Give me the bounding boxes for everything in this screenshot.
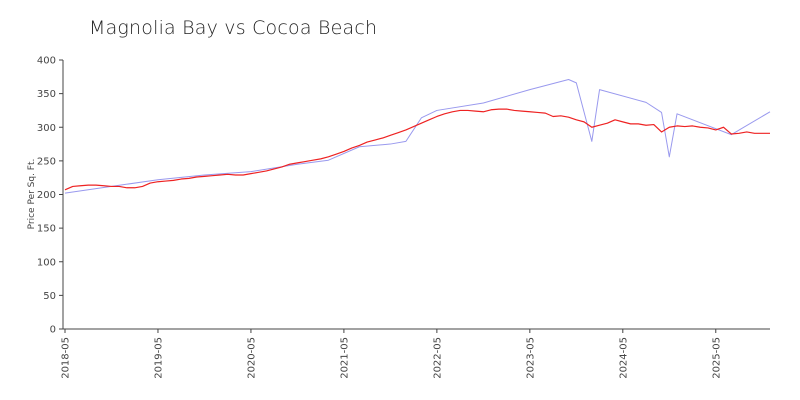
series-line-red	[64, 108, 770, 191]
x-tick-label: 2020-05	[246, 337, 257, 379]
y-tick-label: 300	[37, 123, 56, 134]
y-tick-label: 0	[50, 325, 56, 336]
x-tick-label: 2024-05	[618, 337, 629, 379]
x-tick-label: 2018-05	[61, 337, 72, 379]
x-ticks: 2018-05 2019-05 2020-05 2021-05 2022-05 2023-…	[61, 329, 722, 379]
series-layer	[64, 79, 771, 194]
y-ticks: 0 50 100 150 200 250 300 350 400	[37, 56, 63, 336]
y-tick-label: 100	[37, 257, 56, 268]
chart-title: Magnolia Bay vs Cocoa Beach	[89, 17, 378, 39]
y-tick-label: 250	[37, 156, 56, 167]
y-axis-label: Price Per Sq. Ft.	[27, 159, 37, 230]
x-tick-label: 2022-05	[432, 337, 443, 379]
x-tick-label: 2023-05	[525, 337, 536, 379]
x-tick-label: 2025-05	[711, 337, 722, 379]
axes	[62, 60, 770, 330]
y-tick-label: 50	[43, 291, 56, 302]
x-tick-label: 2019-05	[153, 337, 164, 379]
y-tick-label: 200	[37, 190, 56, 201]
x-tick-label: 2021-05	[339, 337, 350, 379]
y-tick-label: 400	[37, 56, 56, 67]
y-tick-label: 150	[37, 224, 56, 235]
series-line-blue	[64, 79, 771, 194]
y-tick-label: 350	[37, 89, 56, 100]
